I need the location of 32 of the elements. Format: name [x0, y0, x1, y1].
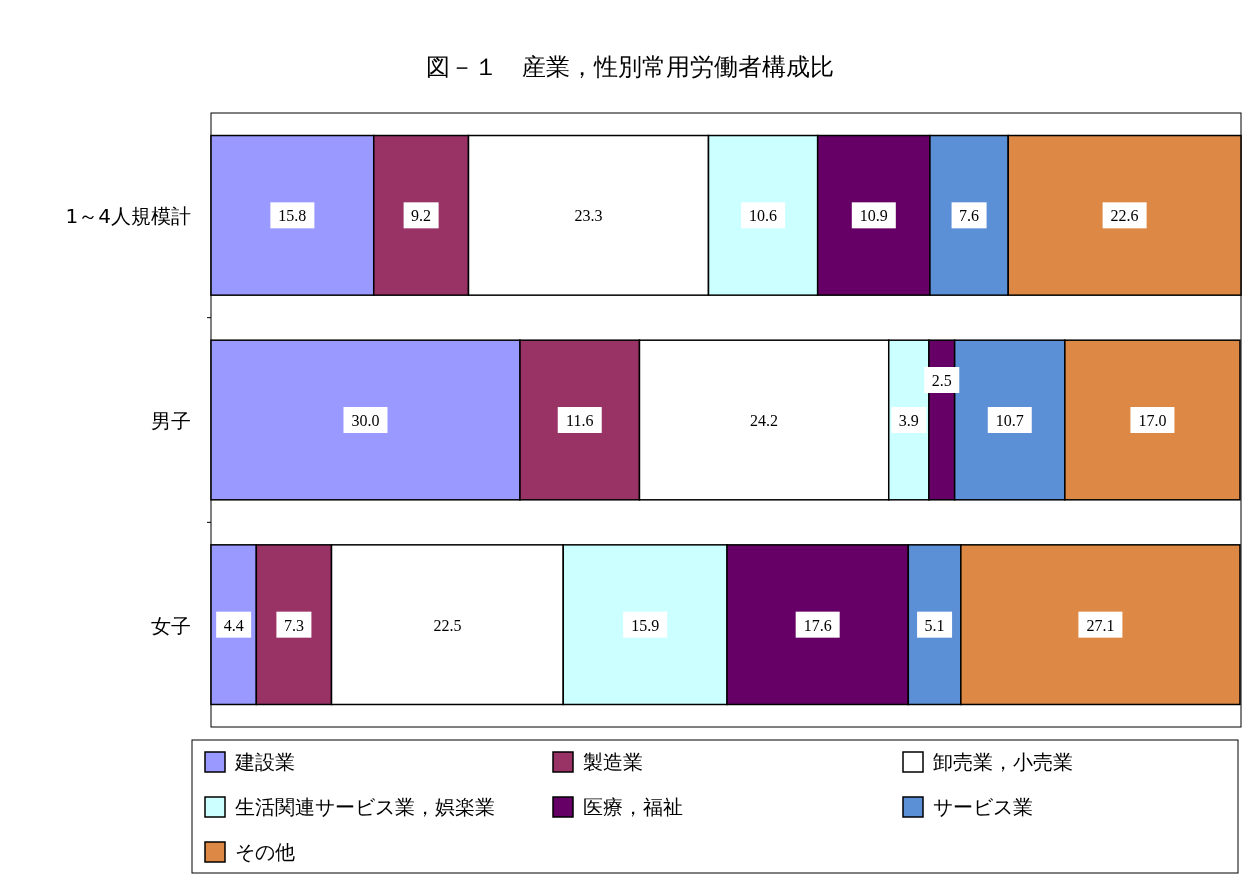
legend-label: 生活関連サービス業，娯楽業	[235, 795, 495, 819]
legend-label: 製造業	[583, 750, 643, 774]
data-label: 22.5	[433, 616, 462, 634]
data-label: 22.6	[1110, 207, 1139, 225]
data-label: 27.1	[1086, 616, 1115, 634]
data-label: 17.6	[803, 616, 832, 634]
legend-label: 卸売業，小売業	[933, 750, 1073, 774]
legend-label: 医療，福祉	[583, 795, 683, 819]
data-label: 23.3	[574, 207, 603, 225]
data-label: 15.9	[631, 616, 660, 634]
y-tick-label: 女子	[151, 613, 191, 638]
data-label: 7.3	[283, 616, 304, 634]
data-label: 10.7	[995, 412, 1024, 429]
y-tick-label: 男子	[151, 409, 191, 433]
data-label: 4.4	[223, 616, 244, 634]
y-tick-label: 1～4人規模計	[65, 204, 191, 229]
data-label: 2.5	[931, 372, 952, 389]
data-label: 3.9	[898, 412, 919, 429]
data-label: 17.0	[1138, 412, 1167, 429]
data-label: 11.6	[566, 412, 594, 429]
data-label: 10.9	[859, 207, 888, 225]
legend-label: 建設業	[234, 750, 295, 774]
data-label: 24.2	[750, 412, 779, 429]
legend-label: サービス業	[933, 795, 1033, 819]
data-label: 10.6	[749, 207, 778, 225]
data-label: 7.6	[959, 207, 980, 225]
data-label: 5.1	[924, 616, 945, 634]
chart-title: 図－１ 産業，性別常用労働者構成比	[426, 53, 834, 81]
data-label: 30.0	[351, 412, 380, 429]
legend-label: その他	[235, 840, 295, 864]
data-label: 15.8	[278, 207, 307, 225]
data-label: 9.2	[411, 207, 432, 225]
